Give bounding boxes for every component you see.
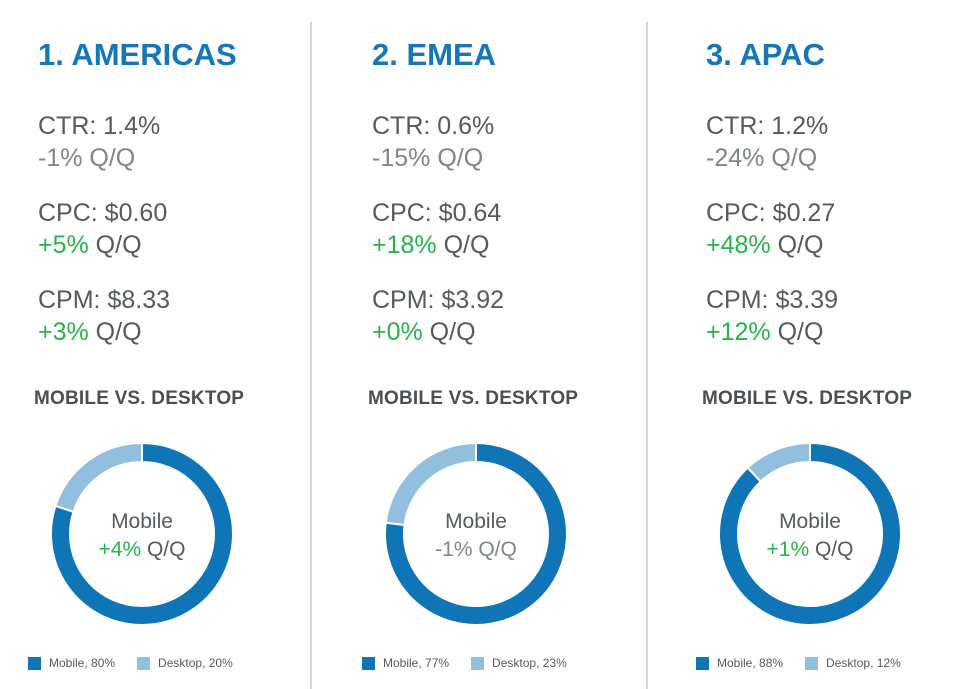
donut-center-change: +4% Q/Q — [99, 538, 186, 561]
change-value: +48% — [706, 231, 771, 259]
ctr-change: -24% Q/Q — [706, 142, 817, 174]
change-suffix: Q/Q — [141, 538, 185, 561]
column-divider — [310, 22, 312, 689]
region-title: 3. APAC — [706, 37, 825, 72]
mobile-vs-desktop-heading: MOBILE VS. DESKTOP — [34, 388, 245, 409]
change-value: +1% — [767, 538, 810, 561]
legend-label: Desktop, 20% — [158, 656, 233, 670]
region-column-apac: 3. APAC CTR: 1.2% -24% Q/Q CPC: $0.27 +4… — [696, 0, 963, 689]
donut-center-label: Mobile — [779, 510, 841, 533]
legend-item-mobile: Mobile, 77% — [362, 656, 449, 670]
legend-item-desktop: Desktop, 20% — [137, 656, 233, 670]
cpm-value: CPM: $3.39 — [706, 286, 839, 314]
change-value: -1% — [38, 144, 83, 172]
cpc-value: CPC: $0.64 — [372, 199, 502, 227]
donut-center-change: +1% Q/Q — [767, 538, 854, 561]
cpc-change: +5% Q/Q — [38, 229, 142, 261]
legend-label: Mobile, 88% — [717, 656, 784, 670]
region-title: 1. AMERICAS — [38, 37, 237, 72]
mobile-desktop-donut: Mobile +1% Q/Q — [718, 441, 902, 626]
cpc-value: CPC: $0.60 — [38, 199, 168, 227]
change-suffix: Q/Q — [430, 144, 484, 172]
cpm-change: +0% Q/Q — [372, 316, 476, 348]
mobile-swatch — [28, 656, 41, 670]
ctr-value: CTR: 0.6% — [372, 112, 495, 140]
desktop-swatch — [471, 656, 485, 670]
cpc-value: CPC: $0.27 — [706, 199, 836, 227]
change-suffix: Q/Q — [473, 538, 517, 561]
cpm-change: +12% Q/Q — [706, 316, 823, 348]
desktop-slice — [54, 441, 143, 514]
donut-center-label: Mobile — [445, 510, 507, 533]
change-value: +5% — [38, 231, 89, 259]
legend-item-mobile: Mobile, 88% — [696, 656, 783, 670]
mobile-slice — [384, 441, 568, 626]
cpm-value: CPM: $8.33 — [38, 286, 171, 314]
mobile-slice — [718, 441, 902, 626]
cpm-change: +3% Q/Q — [38, 316, 142, 348]
change-value: -24% — [706, 144, 765, 172]
region-column-americas: 1. AMERICAS CTR: 1.4% -1% Q/Q CPC: $0.60… — [28, 0, 328, 689]
change-suffix: Q/Q — [770, 318, 824, 346]
mobile-vs-desktop-heading: MOBILE VS. DESKTOP — [702, 388, 913, 409]
legend-item-mobile: Mobile, 80% — [28, 656, 115, 670]
donut-legend: Mobile, 88% Desktop, 12% — [696, 656, 923, 670]
cpc-change: +48% Q/Q — [706, 229, 823, 261]
ctr-change: -15% Q/Q — [372, 142, 483, 174]
change-value: +4% — [99, 538, 142, 561]
desktop-swatch — [805, 656, 819, 670]
cpc-change: +18% Q/Q — [372, 229, 489, 261]
donut-legend: Mobile, 77% Desktop, 23% — [362, 656, 589, 670]
mobile-swatch — [696, 656, 709, 670]
change-value: +3% — [38, 318, 89, 346]
donut-center-label: Mobile — [111, 510, 173, 533]
change-suffix: Q/Q — [764, 144, 818, 172]
legend-label: Mobile, 80% — [49, 656, 116, 670]
mobile-desktop-donut: Mobile +4% Q/Q — [50, 441, 234, 626]
change-suffix: Q/Q — [88, 231, 142, 259]
change-value: +0% — [372, 318, 423, 346]
change-suffix: Q/Q — [82, 144, 136, 172]
region-title: 2. EMEA — [372, 37, 497, 72]
desktop-slice — [746, 441, 811, 483]
legend-label: Desktop, 12% — [826, 656, 901, 670]
legend-label: Desktop, 23% — [492, 656, 567, 670]
mobile-desktop-donut: Mobile -1% Q/Q — [384, 441, 568, 626]
legend-item-desktop: Desktop, 12% — [805, 656, 901, 670]
ctr-change: -1% Q/Q — [38, 142, 135, 174]
change-value: +12% — [706, 318, 771, 346]
desktop-swatch — [137, 656, 151, 670]
change-value: +18% — [372, 231, 437, 259]
column-divider — [646, 22, 648, 689]
desktop-slice — [384, 441, 477, 527]
change-suffix: Q/Q — [770, 231, 824, 259]
donut-center-change: -1% Q/Q — [435, 538, 517, 561]
change-suffix: Q/Q — [88, 318, 142, 346]
mobile-vs-desktop-heading: MOBILE VS. DESKTOP — [368, 388, 579, 409]
change-value: -15% — [372, 144, 431, 172]
legend-item-desktop: Desktop, 23% — [471, 656, 567, 670]
ctr-value: CTR: 1.2% — [706, 112, 829, 140]
change-suffix: Q/Q — [809, 538, 853, 561]
cpm-value: CPM: $3.92 — [372, 286, 505, 314]
change-suffix: Q/Q — [436, 231, 490, 259]
mobile-swatch — [362, 656, 375, 670]
donut-legend: Mobile, 80% Desktop, 20% — [28, 656, 255, 670]
region-column-emea: 2. EMEA CTR: 0.6% -15% Q/Q CPC: $0.64 +1… — [362, 0, 662, 689]
legend-label: Mobile, 77% — [383, 656, 450, 670]
change-value: -1% — [435, 538, 472, 561]
ctr-value: CTR: 1.4% — [38, 112, 161, 140]
change-suffix: Q/Q — [422, 318, 476, 346]
mobile-slice — [50, 441, 234, 626]
